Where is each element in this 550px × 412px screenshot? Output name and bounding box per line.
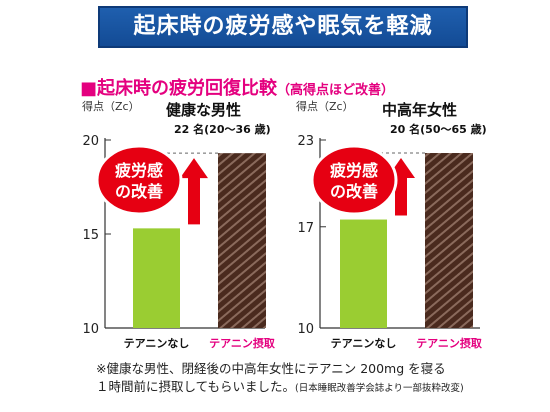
badge-line-1: 疲労感: [115, 161, 163, 180]
bar-theanine: [425, 153, 473, 328]
y-tick-label: 23: [297, 134, 314, 149]
subtitle-main: 起床時の疲労回復比較: [97, 78, 278, 99]
footnote-line-1: ※健康な男性、閉経後の中高年女性にテアニン 200mg を寝る: [96, 361, 446, 376]
x-label-theanine: テアニン摂取: [416, 336, 482, 350]
subtitle-marker: ■: [80, 78, 98, 99]
y-tick-label: 17: [297, 221, 314, 236]
x-label-placebo: テアニンなし: [331, 337, 397, 350]
chart-panel-men: 得点（Zc） 健康な男性 22 名(20～36 歳) 10 15 20 テアニンなし テアニン…: [82, 100, 275, 350]
footnote: ※健康な男性、閉経後の中高年女性にテアニン 200mg を寝る １時間前に摂取し…: [96, 360, 546, 398]
y-axis-label: 得点（Zc）: [296, 100, 354, 113]
y-axis-label: 得点（Zc）: [82, 100, 140, 113]
y-tick-label: 20: [82, 134, 99, 149]
improvement-badge: [95, 144, 183, 216]
bar-placebo: [340, 219, 387, 328]
up-arrow-icon: [180, 158, 208, 225]
badge-line-1: 疲労感: [330, 161, 378, 180]
x-label-theanine: テアニン摂取: [209, 336, 275, 350]
y-tick-label: 10: [82, 322, 99, 337]
chart-panel-women: 得点（Zc） 中高年女性 20 名(50～65 歳) 10 17 23 テアニンなし テアニン…: [296, 100, 487, 350]
x-label-placebo: テアニンなし: [124, 337, 190, 350]
footnote-source: (日本睡眠改善学会誌より一部抜粋改変): [295, 383, 464, 394]
footnote-line-2: １時間前に摂取してもらいました。: [96, 379, 296, 394]
panel-subtitle: 22 名(20～36 歳): [174, 122, 271, 136]
subtitle-note: （高得点ほど改善）: [277, 83, 395, 98]
improvement-badge: [310, 144, 398, 216]
y-tick-label: 10: [297, 322, 314, 337]
banner-title: 起床時の疲労感や眠気を軽減: [98, 6, 468, 48]
bar-theanine: [218, 153, 266, 328]
badge-line-2: の改善: [115, 182, 163, 201]
badge-line-2: の改善: [330, 182, 378, 201]
bar-placebo: [133, 228, 180, 328]
panel-title: 中高年女性: [382, 101, 457, 119]
y-tick-label: 15: [82, 228, 99, 243]
panel-subtitle: 20 名(50～65 歳): [390, 122, 487, 136]
panel-title: 健康な男性: [166, 101, 241, 119]
chart-subtitle: ■起床時の疲労回復比較（高得点ほど改善）: [80, 74, 540, 100]
